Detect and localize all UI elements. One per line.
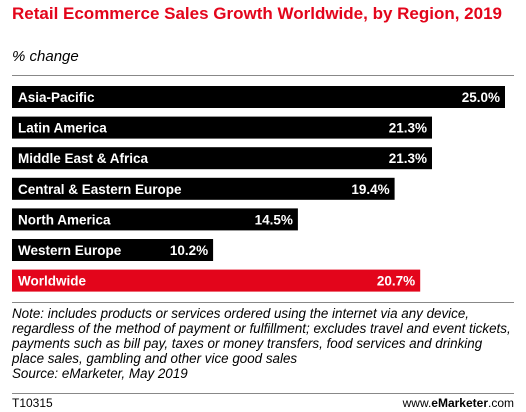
brand-footer: www.eMarketer.com [403,396,514,410]
chart-note: Note: includes products or services orde… [12,306,512,381]
value-label: 20.7% [377,274,415,289]
value-label: 14.5% [255,212,293,227]
value-label: 21.3% [389,151,427,166]
note-text: Note: includes products or services orde… [12,306,511,366]
category-label: Central & Eastern Europe [18,182,182,197]
brand-prefix: www. [402,396,432,410]
value-label: 10.2% [170,243,208,258]
brand-name: eMarketer [431,396,488,410]
value-label: 25.0% [462,90,500,105]
category-label: Worldwide [18,274,86,289]
chart-id: T10315 [12,396,53,410]
bar-asia-pacific [12,86,505,108]
note-divider [12,302,514,303]
bar-latin-america [12,116,432,139]
bar-middle-east-africa [12,147,432,170]
category-label: Middle East & Africa [18,151,149,166]
category-label: North America [18,212,111,227]
category-label: Latin America [18,121,107,136]
category-label: Western Europe [18,243,122,258]
top-divider [12,75,514,76]
value-label: 21.3% [389,121,427,136]
bar-north-america [12,208,298,231]
bar-chart: Asia-Pacific 25.0% Latin America 21.3% Middl… [12,86,505,292]
source-text: Source: eMarketer, May 2019 [12,366,188,381]
value-label: 19.4% [351,182,389,197]
bar-worldwide [12,269,421,292]
chart-subtitle: % change [12,48,79,65]
chart-title: Retail Ecommerce Sales Growth Worldwide,… [12,4,503,23]
footer-divider [12,393,514,394]
brand-suffix: .com [487,396,514,410]
bar-central-eastern-europe [12,177,395,200]
category-label: Asia-Pacific [18,90,95,105]
bar-western-europe [12,239,214,261]
